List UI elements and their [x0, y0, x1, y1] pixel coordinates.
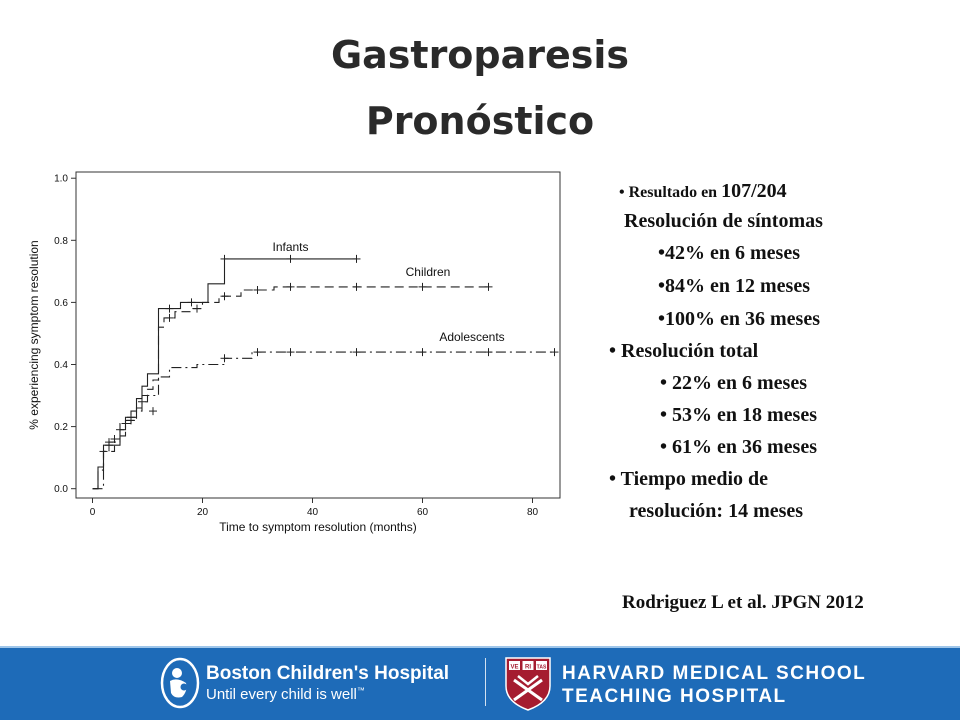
plot-frame	[75, 171, 561, 499]
bullet-total: • Resolución total	[609, 340, 759, 362]
y-tick-label: 0.2	[54, 422, 68, 433]
bullet-total-text: Resolución total	[621, 340, 759, 362]
bch-logo-icon	[160, 657, 200, 709]
x-tick-label: 80	[527, 507, 539, 518]
bullet-outcome: • Resultado en 107/204	[619, 180, 787, 202]
sub-bullet-3-text: 100% en 36 meses	[665, 308, 820, 330]
trademark-icon: ™	[356, 686, 365, 695]
bch-tagline: Until every child is well™	[206, 686, 365, 703]
x-tick-label: 40	[307, 507, 319, 518]
sub-bullet-3: •100% en 36 meses	[658, 308, 820, 330]
footer-divider	[485, 658, 486, 706]
sub-bullet-2-text: 84% en 12 meses	[665, 275, 810, 297]
sub-bullet-2: •84% en 12 meses	[658, 275, 810, 297]
shield-text-2: RI	[525, 664, 531, 670]
bullet-outcome-count: 107/204	[721, 180, 787, 202]
slide-title-line2: Pronóstico	[365, 99, 595, 143]
series-line-children	[92, 286, 489, 490]
shield-text-1: VE	[510, 664, 518, 670]
bullet-outcome-cont: Resolución de síntomas	[624, 210, 823, 232]
x-tick-label: 60	[417, 507, 429, 518]
series-label-children: Children	[406, 265, 451, 279]
y-tick-label: 0.0	[54, 484, 68, 495]
citation: Rodriguez L et al. JPGN 2012	[622, 592, 864, 613]
sub-bullet-4: • 22% en 6 meses	[660, 372, 807, 394]
x-tick-label: 20	[197, 507, 209, 518]
sub-bullet-6-text: 61% en 36 meses	[672, 436, 817, 458]
series-line-adolescents	[92, 351, 555, 490]
shield-text-3: TAS	[537, 664, 547, 670]
harvard-shield-icon: VE RI TAS	[505, 657, 551, 711]
series-label-infants: Infants	[272, 240, 308, 254]
bullet-median-text: Tiempo medio de	[620, 468, 769, 490]
sub-bullet-5: • 53% en 18 meses	[660, 404, 817, 426]
hms-line1: HARVARD MEDICAL SCHOOL	[562, 663, 867, 684]
sub-bullet-6: • 61% en 36 meses	[660, 436, 817, 458]
bullet-median-cont: resolución: 14 meses	[629, 500, 804, 522]
y-tick-label: 0.8	[54, 236, 68, 247]
footer-bar	[0, 648, 960, 720]
y-tick-label: 0.4	[54, 360, 68, 371]
footer-highlight	[0, 646, 960, 648]
x-tick-label: 0	[90, 507, 96, 518]
bch-name: Boston Children's Hospital	[206, 663, 450, 684]
bullet-outcome-text: Resultado en	[628, 184, 718, 201]
bch-tagline-text: Until every child is well	[206, 686, 357, 703]
series-label-adolescents: Adolescents	[439, 330, 504, 344]
y-axis-label: % experiencing symptom resolution	[27, 240, 41, 429]
bullet-median: • Tiempo medio de	[609, 468, 769, 490]
slide-title-line1: Gastroparesis	[330, 33, 630, 77]
survival-chart: 0.0 0.2 0.4 0.6 0.8 1.0 0 20 40 60 80 Time to sympt…	[27, 171, 561, 534]
y-tick-label: 0.6	[54, 298, 68, 309]
sub-bullet-1-text: 42% en 6 meses	[665, 242, 800, 264]
x-axis-label: Time to symptom resolution (months)	[219, 520, 417, 534]
sub-bullet-1: •42% en 6 meses	[658, 242, 800, 264]
y-tick-label: 1.0	[54, 174, 68, 185]
hms-line2: TEACHING HOSPITAL	[562, 686, 787, 707]
sub-bullet-5-text: 53% en 18 meses	[672, 404, 817, 426]
sub-bullet-4-text: 22% en 6 meses	[672, 372, 807, 394]
